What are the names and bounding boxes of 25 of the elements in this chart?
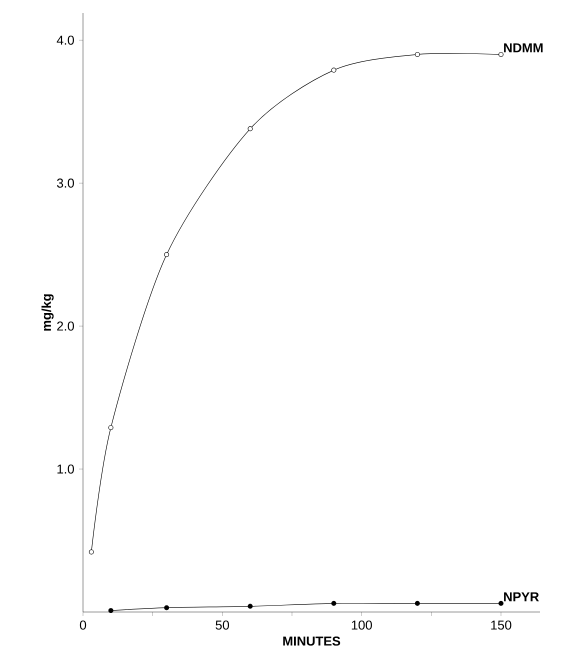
point — [164, 605, 170, 610]
point — [498, 52, 504, 57]
point — [108, 608, 114, 614]
point — [331, 600, 336, 606]
x-tick-label: 100 — [352, 620, 372, 630]
point — [498, 600, 504, 606]
y-tick-label: 1.0 — [57, 464, 74, 474]
x-tick-label: 50 — [216, 620, 230, 630]
point — [248, 126, 253, 132]
y-tick-label: 4.0 — [56, 36, 74, 45]
point — [331, 68, 336, 73]
series-label: NPYR — [504, 592, 539, 602]
point — [414, 600, 420, 606]
point — [248, 604, 253, 609]
y-axis-title: mg/kg — [42, 294, 54, 331]
point — [108, 425, 114, 430]
point — [164, 252, 170, 258]
y-tick-label: 2.0 — [57, 321, 74, 331]
x-axis-title: MINUTES — [283, 636, 340, 646]
series-label: NDMM — [504, 43, 543, 52]
point — [414, 52, 420, 57]
x-tick-label: 150 — [491, 620, 512, 630]
x-tick-label: 0 — [80, 620, 86, 630]
y-tick-label: 3.0 — [56, 178, 74, 188]
point — [88, 549, 94, 554]
